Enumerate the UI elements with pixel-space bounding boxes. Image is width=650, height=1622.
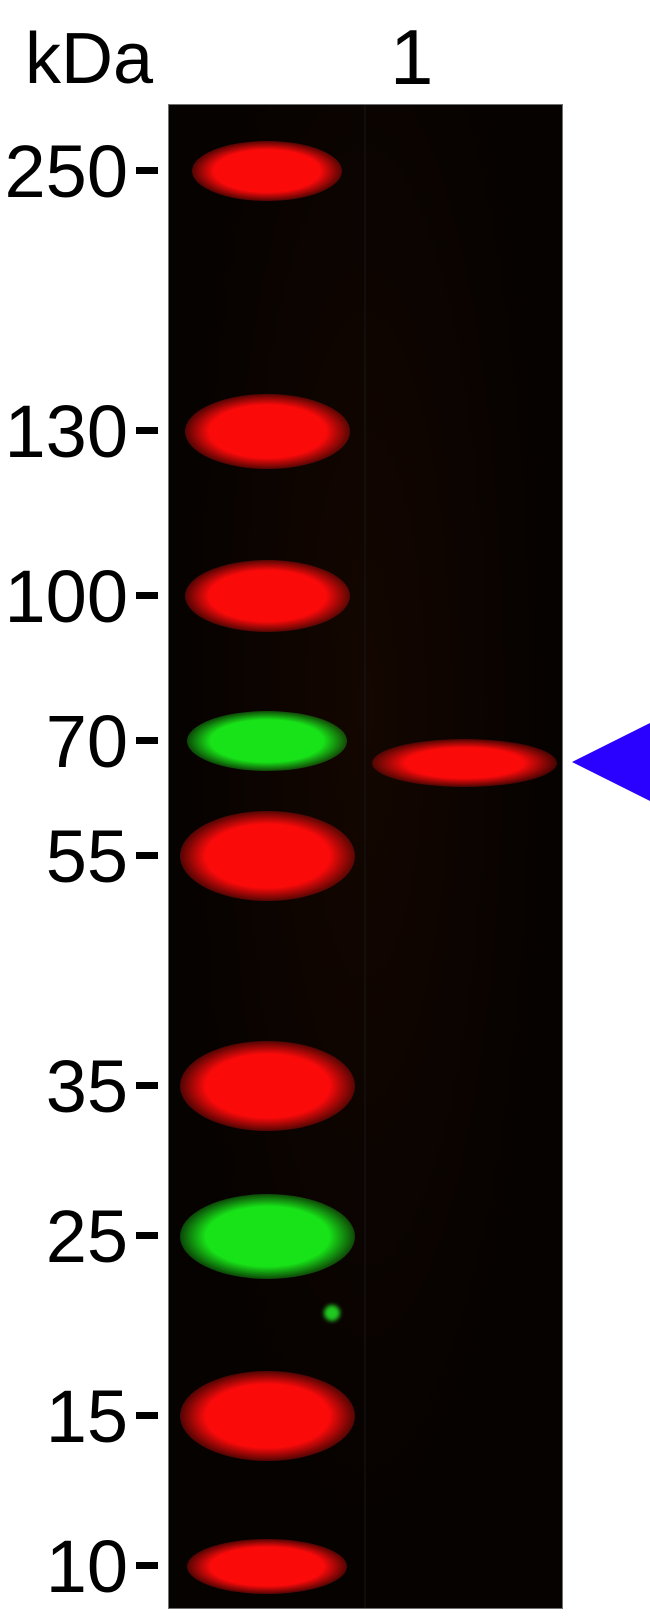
mw-label-70: 70 — [0, 699, 128, 784]
mw-label-35: 35 — [0, 1044, 128, 1129]
kda-unit-label: kDa — [25, 18, 153, 100]
mw-tick-130 — [136, 427, 158, 434]
mw-label-15: 15 — [0, 1374, 128, 1459]
mw-label-25: 25 — [0, 1194, 128, 1279]
lane-divider — [364, 105, 366, 1608]
mw-label-100: 100 — [0, 554, 128, 639]
mw-tick-55 — [136, 852, 158, 859]
blot-membrane — [168, 104, 563, 1609]
mw-tick-15 — [136, 1412, 158, 1419]
blot-figure: kDa 1 250 130 100 70 55 35 25 15 10 — [0, 0, 650, 1622]
mw-tick-35 — [136, 1082, 158, 1089]
sample-band-lane-1 — [372, 739, 557, 787]
mw-tick-250 — [136, 167, 158, 174]
mw-tick-10 — [136, 1562, 158, 1569]
marker-band-130 — [185, 394, 350, 469]
marker-band-100 — [185, 560, 350, 632]
mw-tick-70 — [136, 737, 158, 744]
speck-artifact — [324, 1305, 340, 1321]
lane-1-label: 1 — [390, 12, 433, 103]
mw-tick-100 — [136, 592, 158, 599]
mw-label-130: 130 — [0, 389, 128, 474]
marker-band-10 — [187, 1539, 347, 1594]
target-band-arrow-icon — [572, 723, 650, 801]
marker-band-25 — [180, 1194, 355, 1279]
mw-label-55: 55 — [0, 814, 128, 899]
marker-band-35 — [180, 1041, 355, 1131]
mw-label-10: 10 — [0, 1524, 128, 1609]
mw-tick-25 — [136, 1232, 158, 1239]
marker-band-250 — [192, 141, 342, 201]
marker-band-55 — [180, 811, 355, 901]
marker-band-70 — [187, 711, 347, 771]
mw-label-250: 250 — [0, 129, 128, 214]
marker-band-15 — [180, 1371, 355, 1461]
